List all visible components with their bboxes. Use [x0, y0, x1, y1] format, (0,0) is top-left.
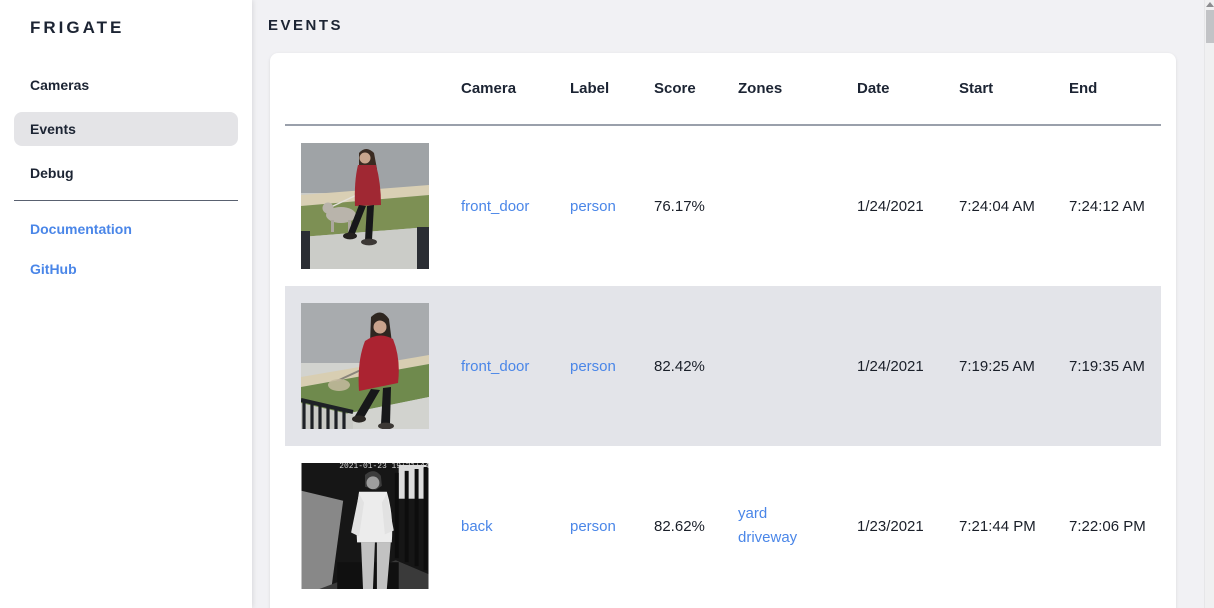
- table-row[interactable]: front_door person 76.17% 1/24/2021 7:24:…: [285, 126, 1161, 286]
- event-thumbnail-image-person-night-ir: 2021-01-23 19:21:44: [301, 463, 429, 589]
- event-score: 76.17%: [654, 197, 705, 215]
- sidebar: FRIGATE Cameras Events Debug Documentati…: [0, 0, 252, 608]
- sidebar-item-events[interactable]: Events: [14, 112, 238, 146]
- sidebar-item-label: Events: [30, 121, 76, 137]
- scrollbar-thumb[interactable]: [1206, 10, 1214, 43]
- label-link[interactable]: person: [570, 517, 616, 535]
- event-end-time: 7:19:35 AM: [1069, 357, 1145, 375]
- sidebar-link-documentation[interactable]: Documentation: [30, 221, 132, 237]
- sidebar-item-label: Cameras: [30, 77, 90, 93]
- event-label: person: [570, 518, 654, 535]
- events-card: Camera Label Score Zones Date Start End: [270, 53, 1176, 608]
- zone-link[interactable]: driveway: [738, 529, 798, 546]
- sidebar-item-label: Debug: [30, 165, 74, 181]
- event-label: person: [570, 358, 654, 375]
- sidebar-item-debug[interactable]: Debug: [14, 156, 238, 190]
- event-label: person: [570, 198, 654, 215]
- label-link[interactable]: person: [570, 197, 616, 215]
- event-start-time: 7:19:25 AM: [959, 357, 1035, 375]
- event-end-time: 7:24:12 AM: [1069, 197, 1145, 215]
- zone-link[interactable]: yard: [738, 505, 768, 522]
- event-thumbnail[interactable]: 2021-01-23 19:21:44: [285, 463, 461, 589]
- event-zones: yard driveway: [738, 502, 857, 550]
- column-header-date: Date: [857, 80, 890, 97]
- camera-link[interactable]: back: [461, 517, 493, 535]
- event-camera: back: [461, 518, 570, 535]
- scrollbar-up-arrow-icon[interactable]: [1206, 2, 1214, 7]
- column-header-score: Score: [654, 80, 696, 97]
- table-row[interactable]: 2021-01-23 19:21:44 back person 82.62% y…: [285, 446, 1161, 606]
- event-start-time: 7:21:44 PM: [959, 517, 1036, 535]
- event-date: 1/24/2021: [857, 357, 924, 375]
- event-date: 1/24/2021: [857, 197, 924, 215]
- column-header-end: End: [1069, 80, 1098, 97]
- event-camera: front_door: [461, 198, 570, 215]
- event-start-time: 7:24:04 AM: [959, 197, 1035, 215]
- sidebar-item-cameras[interactable]: Cameras: [14, 68, 238, 102]
- event-end-time: 7:22:06 PM: [1069, 517, 1146, 535]
- column-header-label: Label: [570, 80, 610, 97]
- label-link[interactable]: person: [570, 357, 616, 375]
- thumbnail-timestamp-overlay: 2021-01-23 19:21:44: [339, 463, 429, 471]
- table-row-selected[interactable]: front_door person 82.42% 1/24/2021 7:19:…: [285, 286, 1161, 446]
- sidebar-link-github[interactable]: GitHub: [30, 261, 77, 277]
- event-date: 1/23/2021: [857, 517, 924, 535]
- table-header-row: Camera Label Score Zones Date Start End: [285, 53, 1161, 126]
- column-header-start: Start: [959, 80, 994, 97]
- scrollbar-track[interactable]: [1204, 0, 1214, 608]
- column-header-zones: Zones: [738, 80, 783, 97]
- event-score: 82.42%: [654, 357, 705, 375]
- event-camera: front_door: [461, 358, 570, 375]
- event-thumbnail-image-person-red-coat-dog: [301, 143, 429, 269]
- page-title: EVENTS: [268, 17, 344, 34]
- sidebar-divider: [14, 200, 238, 201]
- event-thumbnail[interactable]: [285, 143, 461, 269]
- column-header-camera: Camera: [461, 80, 517, 97]
- event-thumbnail-image-person-red-hoodie-dog: [301, 303, 429, 429]
- camera-link[interactable]: front_door: [461, 197, 530, 215]
- event-thumbnail[interactable]: [285, 303, 461, 429]
- event-score: 82.62%: [654, 517, 705, 535]
- sidebar-nav: Cameras Events Debug: [0, 68, 252, 190]
- events-table: Camera Label Score Zones Date Start End: [285, 53, 1161, 606]
- camera-link[interactable]: front_door: [461, 357, 530, 375]
- app-logo: FRIGATE: [30, 18, 125, 37]
